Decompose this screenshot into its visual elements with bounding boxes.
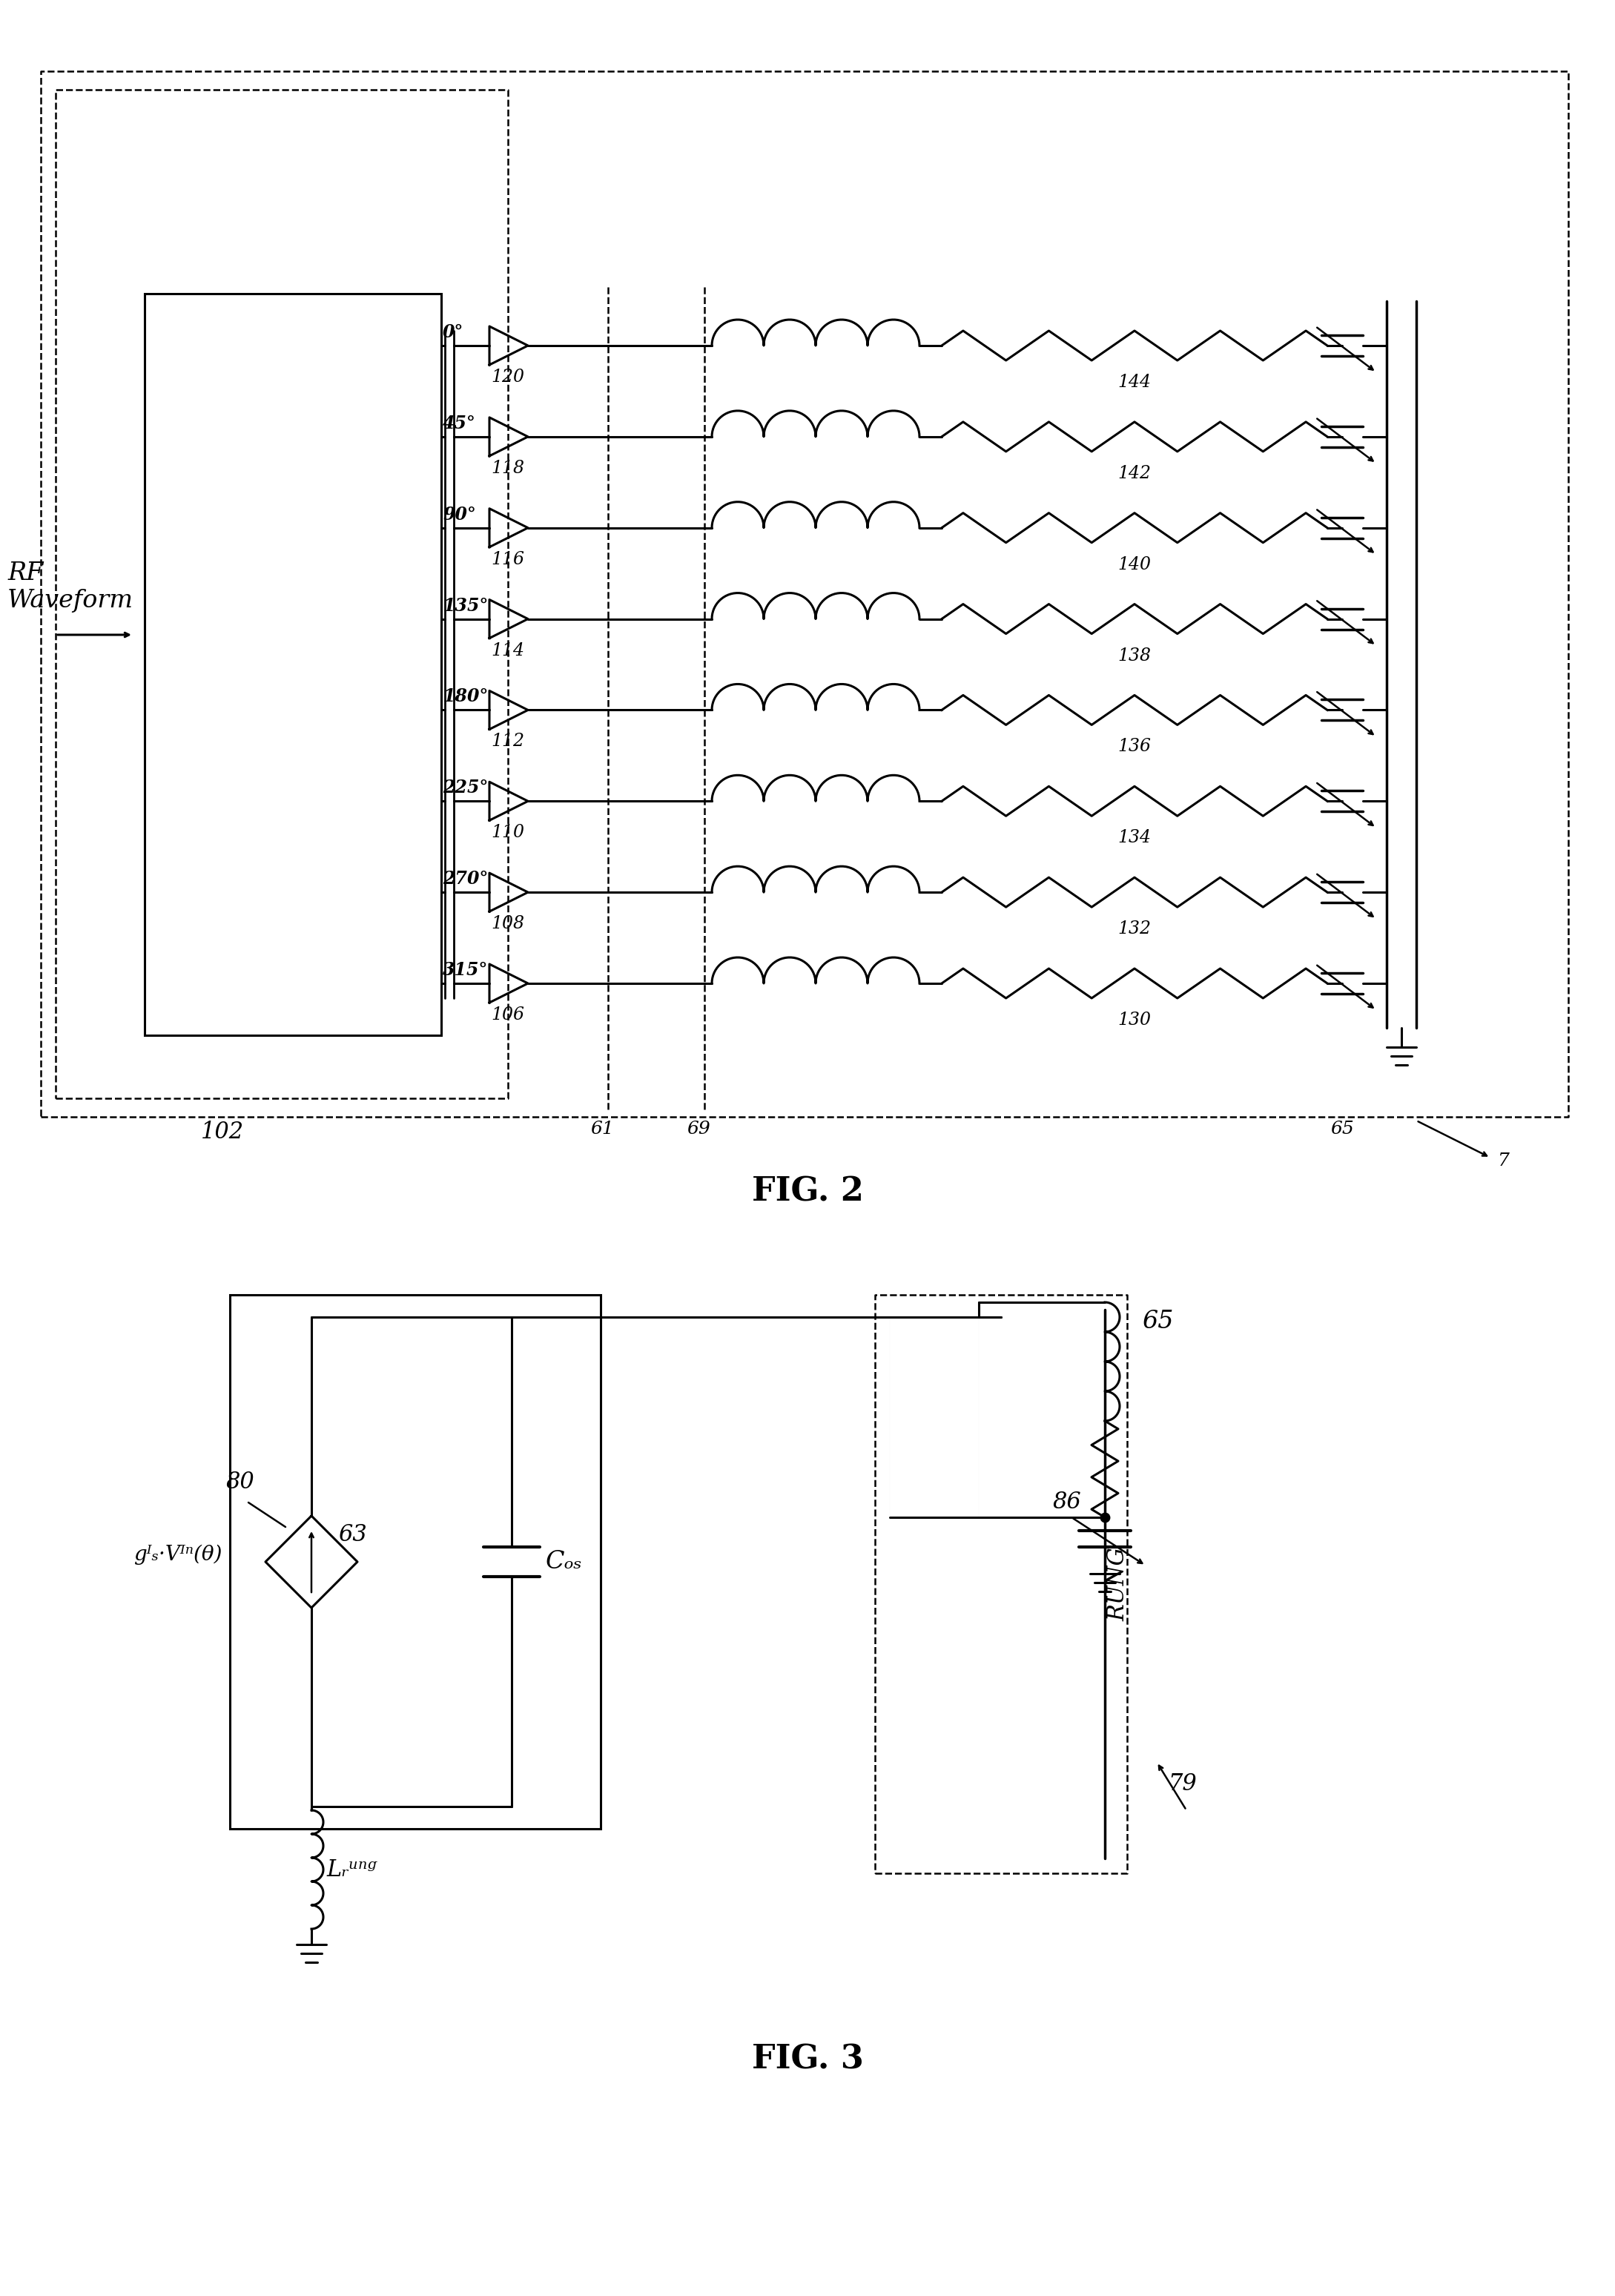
Text: 144: 144 (1118, 374, 1151, 390)
Text: 65: 65 (1142, 1309, 1174, 1334)
Text: 132: 132 (1118, 921, 1151, 937)
Text: 118: 118 (491, 459, 525, 478)
Text: Cₒₛ: Cₒₛ (546, 1550, 583, 1573)
Text: 140: 140 (1118, 556, 1151, 574)
Text: 130: 130 (1118, 1013, 1151, 1029)
Text: 45°: 45° (443, 416, 476, 432)
Text: 108: 108 (491, 916, 525, 932)
Text: RUNG: RUNG (1106, 1548, 1129, 1621)
Text: 61: 61 (591, 1120, 614, 1137)
Text: 7: 7 (1497, 1153, 1510, 1171)
Text: 79: 79 (1168, 1773, 1197, 1795)
Text: 142: 142 (1118, 464, 1151, 482)
Text: FIG. 2: FIG. 2 (751, 1176, 864, 1208)
Text: 120: 120 (491, 370, 525, 386)
Text: RF
Waveform: RF Waveform (8, 563, 134, 613)
Text: 315°: 315° (443, 962, 488, 978)
Text: 65: 65 (1331, 1120, 1353, 1137)
Text: 69: 69 (686, 1120, 711, 1137)
Text: 135°: 135° (443, 597, 488, 615)
Bar (229, 1295, 601, 1830)
Text: 112: 112 (491, 732, 525, 751)
Text: 116: 116 (491, 551, 525, 567)
Text: 90°: 90° (443, 505, 476, 523)
Text: FIG. 3: FIG. 3 (751, 2043, 864, 2076)
Text: 106: 106 (491, 1006, 525, 1024)
Text: 86: 86 (1053, 1490, 1082, 1513)
Text: 270°: 270° (443, 870, 488, 889)
Text: 134: 134 (1118, 829, 1151, 847)
Bar (145, 294, 441, 1035)
Text: 63: 63 (338, 1525, 367, 1548)
Text: 110: 110 (491, 824, 525, 840)
Text: 80: 80 (226, 1472, 255, 1495)
Text: 102: 102 (200, 1120, 244, 1143)
Text: 225°: 225° (443, 778, 488, 797)
Text: Lᵣᵘⁿᵍ: Lᵣᵘⁿᵍ (326, 1857, 376, 1880)
Text: 180°: 180° (443, 689, 488, 705)
Text: 0°: 0° (443, 324, 464, 342)
Text: gᴵₛ·Vᴵⁿ(θ): gᴵₛ·Vᴵⁿ(θ) (134, 1545, 223, 1564)
Text: 138: 138 (1118, 647, 1151, 664)
Text: 136: 136 (1118, 739, 1151, 755)
Text: 114: 114 (491, 643, 525, 659)
